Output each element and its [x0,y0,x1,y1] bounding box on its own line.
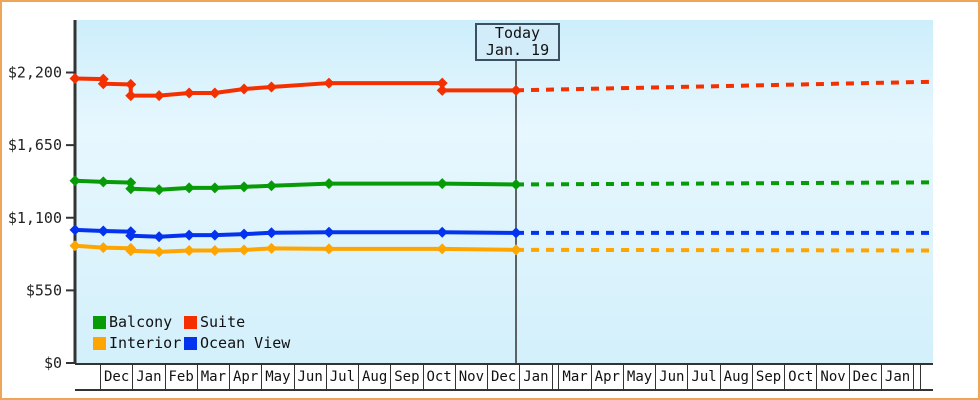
month-cell-jan-2: Jan [132,365,164,389]
month-cell-jul-8: Jul [325,365,358,389]
month-cell-sep-10: Sep [390,365,422,389]
month-cell-jun-19: Jun [655,365,687,389]
svg-text:$1,100: $1,100 [8,209,62,227]
month-cell-empty-0 [75,365,100,389]
legend-label-suite: Suite [200,313,246,331]
month-cell-empty-27 [913,365,920,389]
month-cell-empty-15 [551,365,559,389]
legend-label-balcony: Balcony [109,313,173,331]
month-cell-oct-23: Oct [784,365,816,389]
legend-item-balcony: Balcony [93,312,184,332]
month-cell-jan-26: Jan [880,365,913,389]
month-cell-feb-3: Feb [164,365,197,389]
svg-text:$550: $550 [26,281,62,299]
month-cell-aug-21: Aug [719,365,752,389]
plot-area-background [75,20,933,363]
month-cell-empty-28 [920,365,933,389]
legend-label-interior: Interior [109,334,182,352]
svg-text:$2,200: $2,200 [8,64,62,82]
month-cell-apr-5: Apr [229,365,261,389]
month-cell-may-18: May [622,365,655,389]
legend-label-ocean-view: Ocean View [200,334,291,352]
month-cell-apr-17: Apr [590,365,623,389]
month-cell-jun-7: Jun [293,365,326,389]
month-cell-mar-16: Mar [558,365,590,389]
month-cell-aug-9: Aug [358,365,390,389]
suite-color-swatch [184,315,197,329]
month-cell-nov-24: Nov [816,365,848,389]
month-cell-sep-22: Sep [751,365,784,389]
svg-text:$1,650: $1,650 [8,136,62,154]
month-cell-may-6: May [261,365,293,389]
balcony-color-swatch [93,315,106,329]
today-label: Today [494,24,541,42]
month-cell-jan-14: Jan [519,365,551,389]
today-marker-box: Today Jan. 19 [475,23,560,61]
x-axis-month-band: Dec Jan Feb Mar Apr May Jun Jul Aug Sep Oct Nov Dec J… [75,363,933,391]
legend: Balcony Suite Interior Ocean View [93,312,290,353]
today-date: Jan. 19 [485,41,550,59]
month-cell-dec-25: Dec [848,365,881,389]
legend-item-suite: Suite [184,312,290,332]
month-cell-dec-1: Dec [100,365,132,389]
month-cell-mar-4: Mar [196,365,229,389]
ocean-view-color-swatch [184,336,197,350]
interior-color-swatch [93,336,106,350]
legend-item-ocean-view: Ocean View [184,333,290,353]
legend-item-interior: Interior [93,333,184,353]
month-cell-oct-11: Oct [422,365,455,389]
month-cell-nov-12: Nov [454,365,487,389]
svg-text:$0: $0 [44,354,62,372]
month-cell-jul-20: Jul [687,365,719,389]
month-cell-dec-13: Dec [487,365,519,389]
